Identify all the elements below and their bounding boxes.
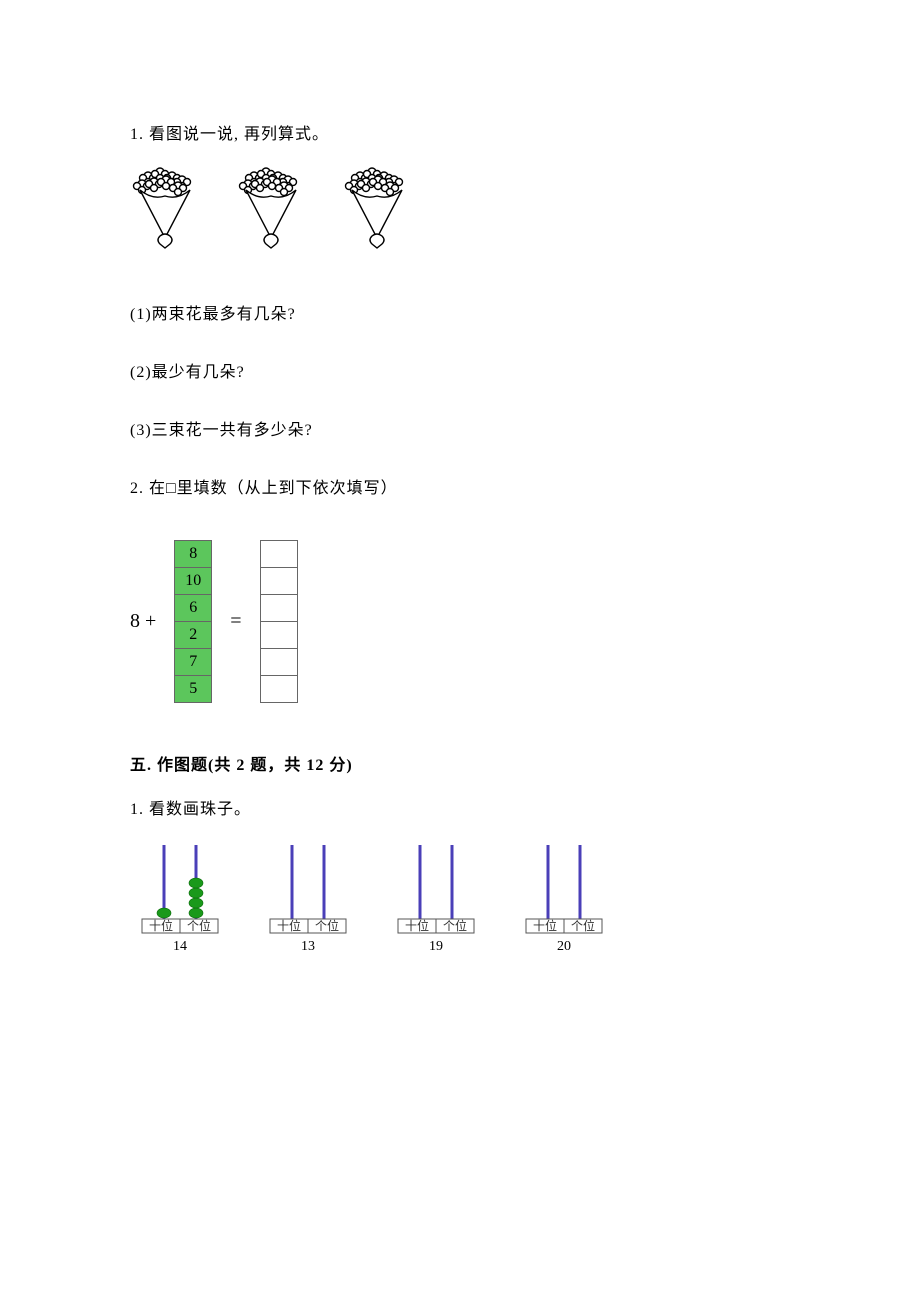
filled-cell: 7	[174, 648, 212, 676]
abacus-number: 13	[301, 939, 315, 955]
svg-text:个位: 个位	[571, 918, 595, 933]
equals-sign: =	[230, 610, 241, 633]
section5-title: 五. 作图题(共 2 题，共 12 分)	[130, 751, 790, 775]
abacus-number: 19	[429, 939, 443, 955]
abacus-number: 20	[557, 939, 571, 955]
q1-sub3: (3)三束花一共有多少朵?	[130, 416, 790, 440]
svg-text:十位: 十位	[533, 918, 557, 933]
blank-cell[interactable]	[260, 621, 298, 649]
svg-text:十位: 十位	[277, 918, 301, 933]
left-operand: 8 +	[130, 610, 156, 633]
svg-text:十位: 十位	[405, 918, 429, 933]
blank-cell[interactable]	[260, 540, 298, 568]
abacus-item: 十位 个位 14	[130, 841, 230, 955]
abacus-item: 十位 个位 13	[258, 841, 358, 955]
q1-title: 1. 看图说一说, 再列算式。	[130, 120, 790, 144]
abacus-item: 十位 个位 20	[514, 841, 614, 955]
bouquet-row	[130, 166, 790, 254]
svg-text:个位: 个位	[443, 918, 467, 933]
blank-cell[interactable]	[260, 594, 298, 622]
worksheet-page: 1. 看图说一说, 再列算式。	[0, 0, 920, 1015]
bouquet-icon	[342, 166, 412, 254]
filled-column: 8106275	[174, 540, 212, 703]
q2-title: 2. 在□里填数（从上到下依次填写）	[130, 474, 790, 498]
fill-number-diagram: 8 + 8106275 =	[130, 540, 790, 703]
abacus-item: 十位 个位 19	[386, 841, 486, 955]
abacus-number: 14	[173, 939, 187, 955]
blank-cell[interactable]	[260, 567, 298, 595]
svg-text:个位: 个位	[315, 918, 339, 933]
svg-text:十位: 十位	[149, 918, 173, 933]
filled-cell: 6	[174, 594, 212, 622]
blank-cell[interactable]	[260, 675, 298, 703]
abacus-row: 十位 个位 14 十位 个位 13 十位 个位 19 十位 个位 2	[130, 841, 790, 955]
section5-q1: 1. 看数画珠子。	[130, 795, 790, 819]
bouquet-icon	[130, 166, 200, 254]
filled-cell: 8	[174, 540, 212, 568]
filled-cell: 5	[174, 675, 212, 703]
svg-text:个位: 个位	[187, 918, 211, 933]
blank-column	[260, 540, 298, 703]
bouquet-icon	[236, 166, 306, 254]
filled-cell: 2	[174, 621, 212, 649]
blank-cell[interactable]	[260, 648, 298, 676]
q1-sub1: (1)两束花最多有几朵?	[130, 300, 790, 324]
q1-sub2: (2)最少有几朵?	[130, 358, 790, 382]
filled-cell: 10	[174, 567, 212, 595]
